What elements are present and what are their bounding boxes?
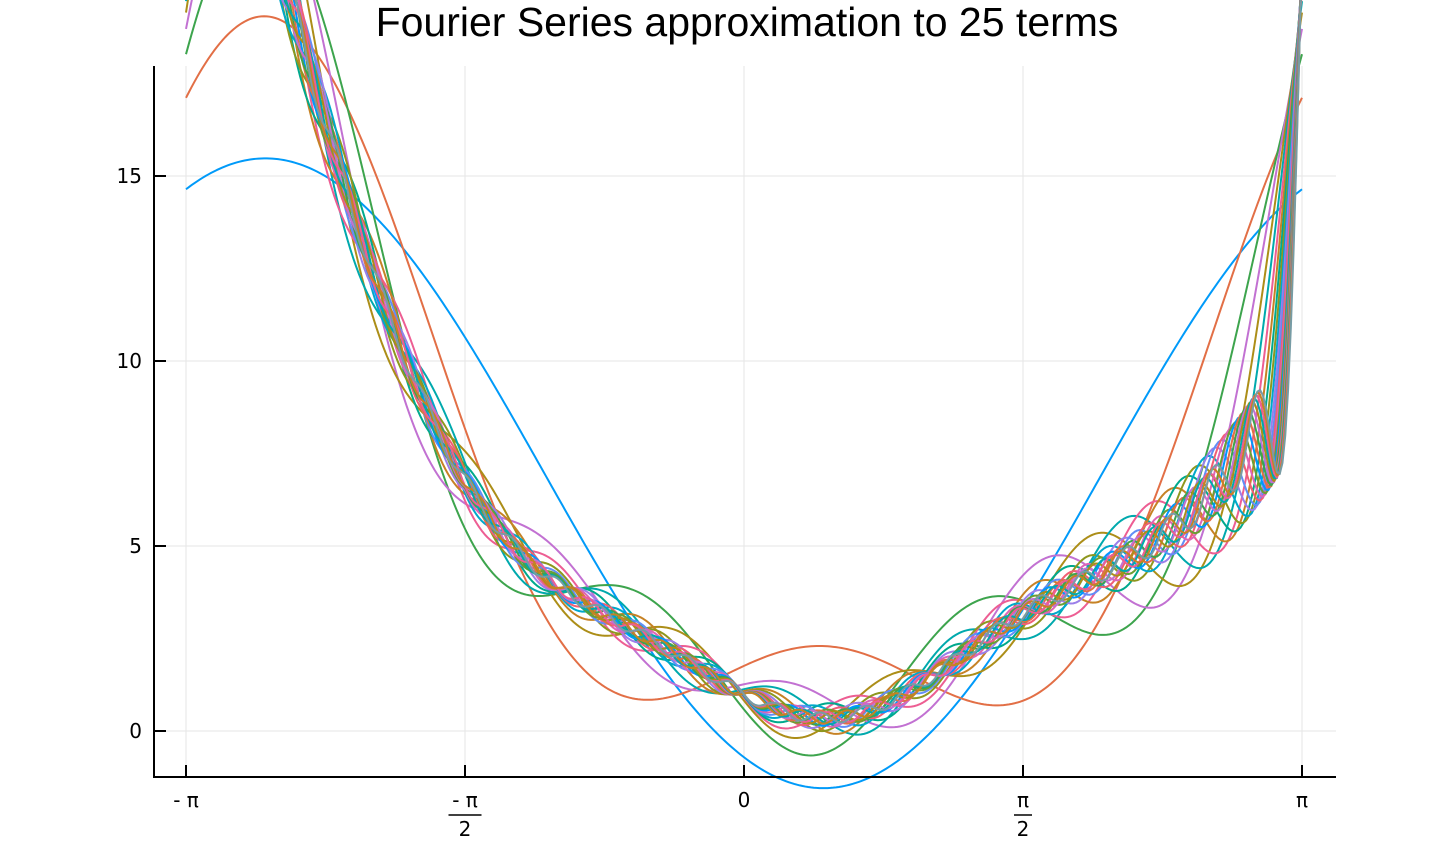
x-tick-label-denominator: 2 (1017, 817, 1030, 841)
x-tick-label: - π (173, 788, 199, 812)
y-tick-label: 5 (129, 534, 142, 558)
x-tick-label-denominator: 2 (459, 817, 472, 841)
y-tick-label: 10 (117, 349, 142, 373)
y-tick-label: 15 (117, 164, 142, 188)
series-line (185, 0, 1303, 757)
x-tick-label: 0 (738, 788, 751, 812)
grid (154, 66, 1336, 777)
series-line (185, 0, 1303, 736)
tick-labels: 0 5 10 15 - π - π 2 0 π 2 π (117, 164, 1308, 841)
y-tick-label: 0 (129, 719, 142, 743)
chart-title: Fourier Series approximation to 25 terms (376, 0, 1119, 45)
series-line (295, 0, 1302, 724)
x-tick-label: π (1017, 788, 1029, 812)
x-tick-label: - π (452, 788, 478, 812)
x-tick-label: π (1296, 788, 1308, 812)
series-group (185, 0, 1303, 790)
series-line (185, 157, 1303, 790)
series-line (185, 0, 1303, 739)
